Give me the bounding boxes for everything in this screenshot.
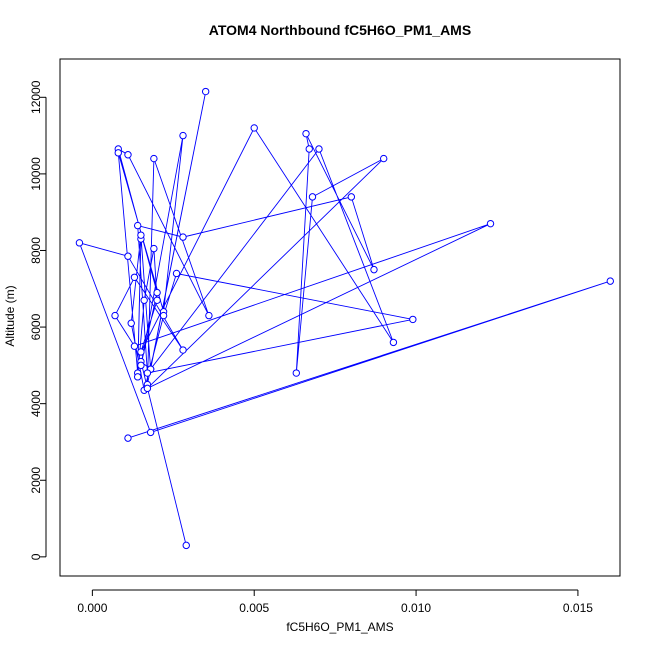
plot-area: [59, 58, 621, 577]
data-point: [179, 346, 187, 354]
data-point: [201, 87, 210, 96]
data-point: [302, 129, 310, 138]
data-point: [292, 369, 301, 377]
data-point: [153, 296, 161, 304]
data-point: [140, 296, 148, 304]
data-point: [150, 154, 158, 163]
data-point: [133, 221, 142, 230]
data-point: [127, 319, 135, 327]
data-point: [130, 273, 139, 281]
y-tick-label: 2000: [29, 467, 43, 494]
data-point: [137, 361, 145, 370]
data-point: [172, 269, 181, 278]
x-tick-label: 0.015: [563, 601, 593, 615]
x-tick-label: 0.010: [401, 601, 431, 615]
data-point: [606, 277, 614, 285]
y-tick-label: 4000: [29, 390, 43, 417]
data-point: [389, 338, 398, 347]
data-point: [305, 145, 313, 153]
data-point: [486, 219, 495, 228]
data-point: [205, 311, 213, 320]
y-tick-label: 10000: [29, 157, 43, 191]
data-point: [137, 348, 145, 356]
data-point: [182, 541, 190, 550]
y-tick-label: 0: [29, 553, 43, 560]
data-point: [124, 252, 132, 260]
data-point: [379, 154, 388, 163]
data-point: [179, 233, 187, 241]
data-point: [124, 151, 132, 159]
data-point: [150, 244, 158, 253]
x-axis-label: fC5H6O_PM1_AMS: [286, 620, 393, 634]
data-point: [75, 239, 84, 247]
data-point: [111, 311, 119, 320]
data-point: [308, 193, 317, 201]
y-tick-label: 6000: [29, 313, 43, 340]
chart-title: ATOM4 Northbound fC5H6O_PM1_AMS: [209, 22, 471, 38]
data-point: [114, 149, 122, 157]
y-tick-label: 12000: [29, 80, 43, 114]
data-point: [315, 145, 323, 153]
series: [75, 87, 614, 550]
data-point: [130, 342, 139, 350]
data-point: [146, 428, 155, 437]
data-point: [143, 384, 152, 393]
series-line: [78, 91, 611, 546]
x-tick-label: 0.005: [239, 601, 269, 615]
y-tick-label: 8000: [29, 237, 43, 264]
data-point: [133, 373, 142, 381]
y-axis: 0 2000 4000 6000 8000 10000 12000: [29, 80, 47, 560]
data-point: [370, 265, 378, 274]
data-point: [250, 124, 258, 132]
data-point: [153, 288, 161, 297]
data-point: [179, 131, 187, 140]
data-point: [137, 231, 145, 239]
data-point: [347, 193, 356, 201]
x-axis: 0.000 0.005 0.010 0.015: [77, 589, 593, 615]
data-point: [143, 369, 152, 377]
data-point: [124, 434, 132, 442]
data-point: [159, 311, 168, 320]
x-tick-label: 0.000: [77, 601, 107, 615]
y-axis-label: Altitude (m): [3, 285, 17, 346]
data-point: [409, 315, 417, 324]
